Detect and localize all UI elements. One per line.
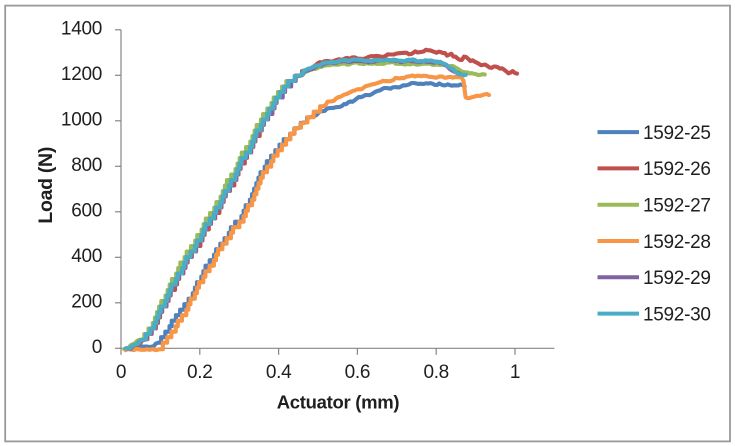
svg-text:1000: 1000 [61,109,102,130]
svg-text:400: 400 [71,246,102,267]
svg-text:800: 800 [71,155,102,176]
svg-text:1592-26: 1592-26 [643,159,711,180]
svg-text:1400: 1400 [61,18,102,39]
svg-text:0: 0 [116,362,126,383]
svg-text:0.6: 0.6 [345,362,371,383]
svg-text:200: 200 [71,291,102,312]
svg-text:1592-25: 1592-25 [643,123,711,144]
svg-text:Load (N): Load (N) [35,147,57,224]
svg-text:0.4: 0.4 [266,362,292,383]
svg-text:0.8: 0.8 [423,362,449,383]
svg-text:1200: 1200 [61,64,102,85]
svg-text:0: 0 [92,337,102,358]
svg-text:600: 600 [71,200,102,221]
svg-text:Actuator (mm): Actuator (mm) [277,392,400,413]
svg-text:1592-30: 1592-30 [643,304,711,325]
svg-text:1592-29: 1592-29 [643,268,711,289]
svg-text:1592-28: 1592-28 [643,232,711,253]
svg-text:1592-27: 1592-27 [643,196,711,217]
svg-text:1: 1 [510,362,520,383]
svg-text:0.2: 0.2 [187,362,213,383]
